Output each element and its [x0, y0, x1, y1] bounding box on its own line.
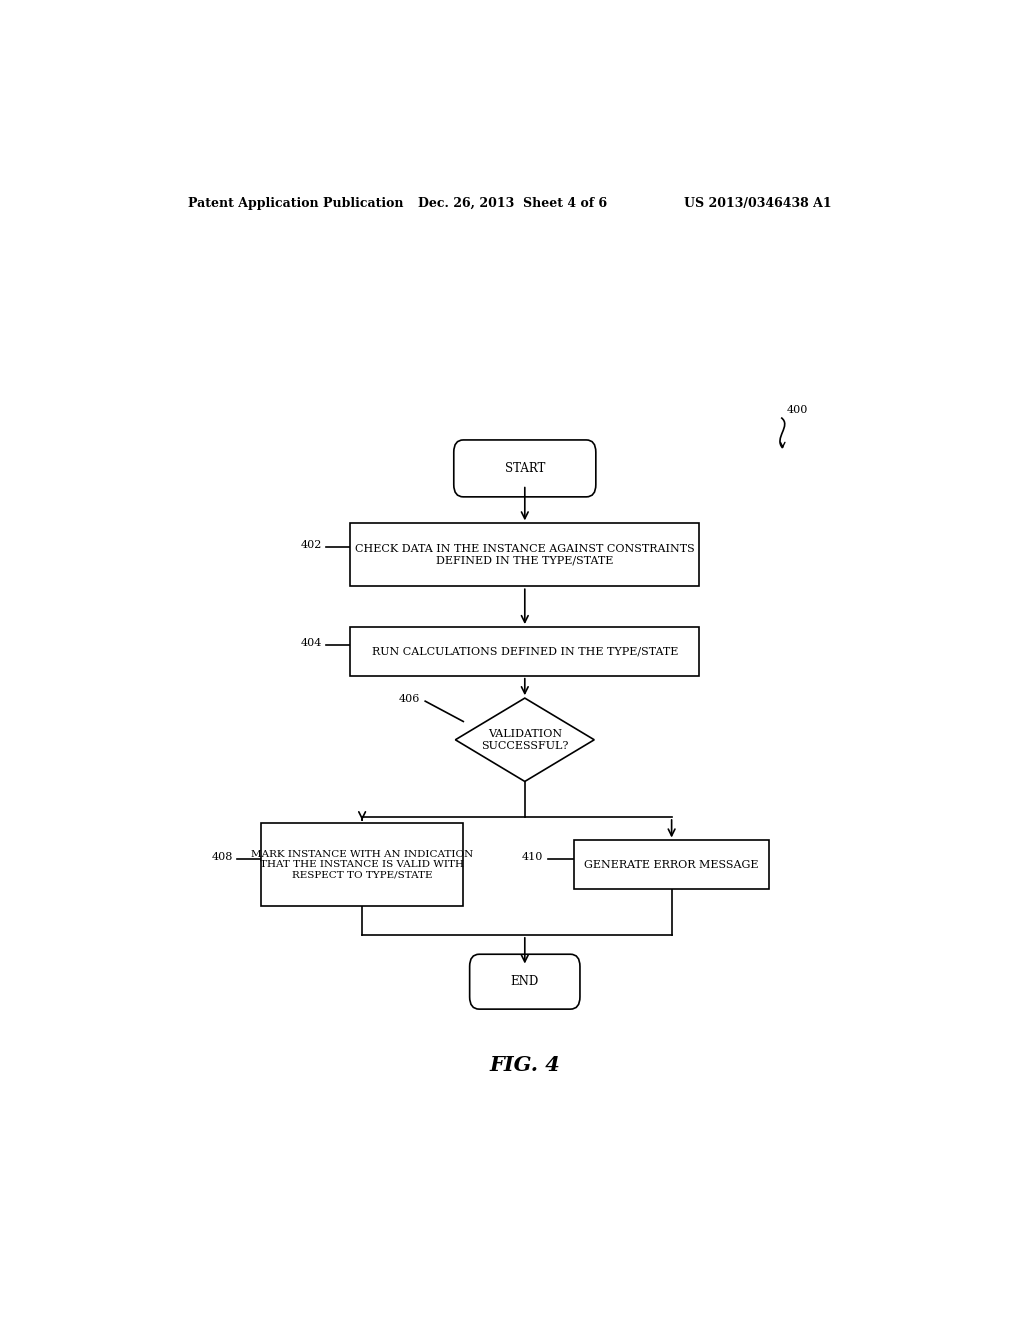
Text: CHECK DATA IN THE INSTANCE AGAINST CONSTRAINTS
DEFINED IN THE TYPE/STATE: CHECK DATA IN THE INSTANCE AGAINST CONST…: [355, 544, 694, 565]
Text: GENERATE ERROR MESSAGE: GENERATE ERROR MESSAGE: [585, 859, 759, 870]
Text: Patent Application Publication: Patent Application Publication: [187, 197, 403, 210]
Text: FIG. 4: FIG. 4: [489, 1055, 560, 1074]
FancyBboxPatch shape: [454, 440, 596, 496]
Text: 410: 410: [521, 851, 543, 862]
Text: VALIDATION
SUCCESSFUL?: VALIDATION SUCCESSFUL?: [481, 729, 568, 751]
Text: 404: 404: [301, 639, 323, 648]
Text: 400: 400: [786, 405, 808, 416]
Text: START: START: [505, 462, 545, 475]
Text: Dec. 26, 2013  Sheet 4 of 6: Dec. 26, 2013 Sheet 4 of 6: [418, 197, 607, 210]
Bar: [350, 627, 699, 676]
Bar: [261, 824, 463, 907]
Bar: [350, 523, 699, 586]
Text: RUN CALCULATIONS DEFINED IN THE TYPE/STATE: RUN CALCULATIONS DEFINED IN THE TYPE/STA…: [372, 647, 678, 656]
Text: END: END: [511, 975, 539, 989]
Text: MARK INSTANCE WITH AN INDICATION
THAT THE INSTANCE IS VALID WITH
RESPECT TO TYPE: MARK INSTANCE WITH AN INDICATION THAT TH…: [251, 850, 473, 879]
FancyBboxPatch shape: [470, 954, 580, 1008]
Text: 408: 408: [212, 851, 233, 862]
Text: US 2013/0346438 A1: US 2013/0346438 A1: [684, 197, 831, 210]
Polygon shape: [456, 698, 594, 781]
Bar: [574, 841, 769, 890]
Text: 402: 402: [301, 540, 323, 549]
Text: 406: 406: [398, 694, 420, 704]
